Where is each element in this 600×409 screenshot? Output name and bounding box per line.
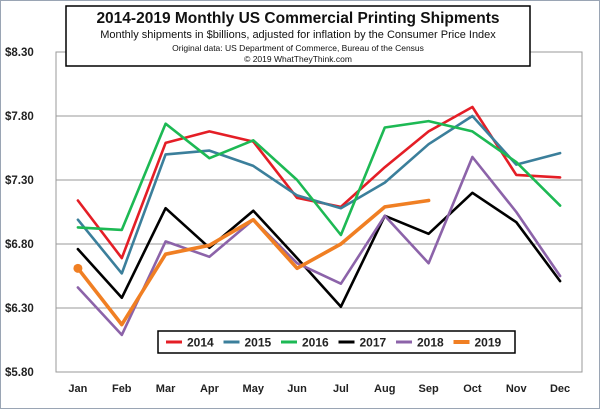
series-line-2015: [76, 114, 562, 275]
series-line-2019: [76, 198, 431, 327]
title-box: [65, 5, 531, 67]
x-tick-label: Dec: [550, 383, 570, 395]
x-tick-label: Jan: [68, 383, 87, 395]
legend-label-2016: 2016: [302, 336, 329, 350]
chart-title: 2014-2019 Monthly US Commercial Printing…: [96, 10, 499, 27]
legend-box: [157, 330, 516, 354]
x-tick-label: Aug: [374, 383, 395, 395]
chart-copyright: © 2019 WhatTheyThink.com: [244, 54, 352, 64]
legend-label-2017: 2017: [360, 336, 387, 350]
series-lines: [73, 105, 562, 337]
x-tick-label: May: [243, 383, 265, 395]
legend-label-2018: 2018: [417, 336, 444, 350]
y-axis-tick-labels: $5.80 $6.30 $6.80 $7.30 $7.80 $8.30: [5, 47, 34, 379]
x-tick-label: Jul: [333, 383, 349, 395]
x-tick-label: Sep: [418, 383, 438, 395]
legend-label-2019: 2019: [475, 336, 502, 350]
series-line-2016: [76, 119, 562, 237]
x-tick-label: Jun: [287, 383, 307, 395]
legend-label-2014: 2014: [187, 336, 214, 350]
x-tick-label: Apr: [200, 383, 220, 395]
series-line-2018: [76, 155, 562, 337]
y-tick-label: $8.30: [5, 47, 34, 59]
x-tick-label: Mar: [156, 383, 176, 395]
chart-source: Original data: US Department of Commerce…: [172, 43, 424, 53]
x-tick-label: Feb: [112, 383, 132, 395]
legend-label-2015: 2015: [245, 336, 272, 350]
x-axis-tick-labels: Jan Feb Mar Apr May Jun Jul Aug Sep Oct Nov Dec: [68, 383, 570, 395]
series-start-marker-2019: [73, 263, 83, 273]
y-tick-label: $7.80: [5, 111, 34, 123]
y-tick-label: $7.30: [5, 175, 34, 187]
y-tick-label: $6.80: [5, 239, 34, 251]
legend: 2014 2015 2016 2017 2018 2019: [166, 336, 502, 350]
chart-subtitle: Monthly shipments in $billions, adjusted…: [100, 29, 496, 41]
y-tick-label: $5.80: [5, 367, 34, 379]
y-tick-label: $6.30: [5, 303, 34, 315]
series-line-2017: [76, 191, 562, 309]
x-tick-label: Nov: [506, 383, 528, 395]
x-tick-label: Oct: [463, 383, 482, 395]
